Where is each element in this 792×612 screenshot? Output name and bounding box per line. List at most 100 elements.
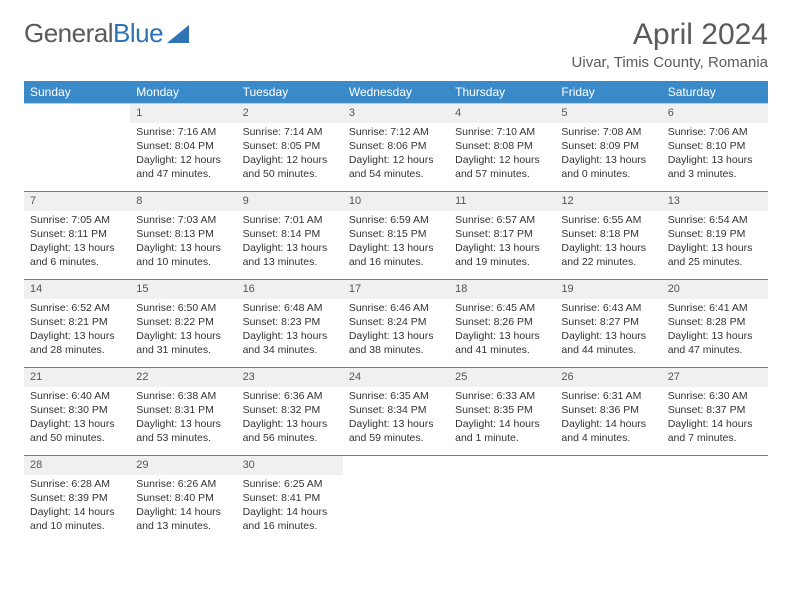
- daylight-text: Daylight: 14 hours and 10 minutes.: [30, 505, 124, 533]
- sunrise-text: Sunrise: 6:26 AM: [136, 477, 230, 491]
- day-content: Sunrise: 6:36 AMSunset: 8:32 PMDaylight:…: [237, 387, 343, 450]
- calendar-cell: 15Sunrise: 6:50 AMSunset: 8:22 PMDayligh…: [130, 279, 236, 367]
- calendar-row: 1Sunrise: 7:16 AMSunset: 8:04 PMDaylight…: [24, 103, 768, 191]
- day-number: 24: [343, 367, 449, 387]
- calendar-cell: 21Sunrise: 6:40 AMSunset: 8:30 PMDayligh…: [24, 367, 130, 455]
- day-number: 2: [237, 103, 343, 123]
- calendar-cell: 1Sunrise: 7:16 AMSunset: 8:04 PMDaylight…: [130, 103, 236, 191]
- header: GeneralBlue April 2024 Uivar, Timis Coun…: [24, 18, 768, 71]
- calendar-cell: [662, 455, 768, 543]
- daylight-text: Daylight: 14 hours and 13 minutes.: [136, 505, 230, 533]
- sunset-text: Sunset: 8:18 PM: [561, 227, 655, 241]
- calendar-cell: 13Sunrise: 6:54 AMSunset: 8:19 PMDayligh…: [662, 191, 768, 279]
- calendar-cell: 2Sunrise: 7:14 AMSunset: 8:05 PMDaylight…: [237, 103, 343, 191]
- day-number: 26: [555, 367, 661, 387]
- day-number: 30: [237, 455, 343, 475]
- day-number: 4: [449, 103, 555, 123]
- calendar-cell: 11Sunrise: 6:57 AMSunset: 8:17 PMDayligh…: [449, 191, 555, 279]
- sunrise-text: Sunrise: 6:54 AM: [668, 213, 762, 227]
- day-number: 1: [130, 103, 236, 123]
- logo-text-blue: Blue: [113, 18, 163, 49]
- sunrise-text: Sunrise: 6:52 AM: [30, 301, 124, 315]
- calendar-cell: [24, 103, 130, 191]
- sunset-text: Sunset: 8:36 PM: [561, 403, 655, 417]
- sunrise-text: Sunrise: 6:59 AM: [349, 213, 443, 227]
- calendar-cell: 17Sunrise: 6:46 AMSunset: 8:24 PMDayligh…: [343, 279, 449, 367]
- calendar-cell: 7Sunrise: 7:05 AMSunset: 8:11 PMDaylight…: [24, 191, 130, 279]
- daylight-text: Daylight: 13 hours and 19 minutes.: [455, 241, 549, 269]
- sunset-text: Sunset: 8:27 PM: [561, 315, 655, 329]
- sunrise-text: Sunrise: 6:25 AM: [243, 477, 337, 491]
- calendar-cell: 30Sunrise: 6:25 AMSunset: 8:41 PMDayligh…: [237, 455, 343, 543]
- day-number: 16: [237, 279, 343, 299]
- daylight-text: Daylight: 13 hours and 50 minutes.: [30, 417, 124, 445]
- sunrise-text: Sunrise: 7:01 AM: [243, 213, 337, 227]
- daylight-text: Daylight: 13 hours and 10 minutes.: [136, 241, 230, 269]
- sunset-text: Sunset: 8:09 PM: [561, 139, 655, 153]
- day-number: 29: [130, 455, 236, 475]
- calendar-cell: 28Sunrise: 6:28 AMSunset: 8:39 PMDayligh…: [24, 455, 130, 543]
- month-title: April 2024: [572, 18, 768, 52]
- day-content: Sunrise: 6:52 AMSunset: 8:21 PMDaylight:…: [24, 299, 130, 362]
- sunset-text: Sunset: 8:10 PM: [668, 139, 762, 153]
- sunset-text: Sunset: 8:22 PM: [136, 315, 230, 329]
- day-content: Sunrise: 6:33 AMSunset: 8:35 PMDaylight:…: [449, 387, 555, 450]
- daylight-text: Daylight: 12 hours and 47 minutes.: [136, 153, 230, 181]
- day-content: Sunrise: 6:59 AMSunset: 8:15 PMDaylight:…: [343, 211, 449, 274]
- daylight-text: Daylight: 13 hours and 41 minutes.: [455, 329, 549, 357]
- day-number: 19: [555, 279, 661, 299]
- day-number: 15: [130, 279, 236, 299]
- day-content: Sunrise: 6:26 AMSunset: 8:40 PMDaylight:…: [130, 475, 236, 538]
- daylight-text: Daylight: 13 hours and 16 minutes.: [349, 241, 443, 269]
- calendar-cell: [343, 455, 449, 543]
- sunset-text: Sunset: 8:13 PM: [136, 227, 230, 241]
- daylight-text: Daylight: 12 hours and 50 minutes.: [243, 153, 337, 181]
- daylight-text: Daylight: 13 hours and 25 minutes.: [668, 241, 762, 269]
- sunset-text: Sunset: 8:14 PM: [243, 227, 337, 241]
- day-number: [555, 455, 661, 475]
- day-number: 6: [662, 103, 768, 123]
- day-number: [449, 455, 555, 475]
- daylight-text: Daylight: 12 hours and 57 minutes.: [455, 153, 549, 181]
- day-content: Sunrise: 7:16 AMSunset: 8:04 PMDaylight:…: [130, 123, 236, 186]
- logo-text-general: General: [24, 18, 113, 49]
- day-header: Wednesday: [343, 81, 449, 103]
- sunset-text: Sunset: 8:06 PM: [349, 139, 443, 153]
- sunrise-text: Sunrise: 7:12 AM: [349, 125, 443, 139]
- sunset-text: Sunset: 8:28 PM: [668, 315, 762, 329]
- day-number: 28: [24, 455, 130, 475]
- sunrise-text: Sunrise: 7:10 AM: [455, 125, 549, 139]
- calendar-cell: 8Sunrise: 7:03 AMSunset: 8:13 PMDaylight…: [130, 191, 236, 279]
- calendar-cell: 24Sunrise: 6:35 AMSunset: 8:34 PMDayligh…: [343, 367, 449, 455]
- daylight-text: Daylight: 13 hours and 28 minutes.: [30, 329, 124, 357]
- logo: GeneralBlue: [24, 18, 189, 49]
- day-number: 25: [449, 367, 555, 387]
- sunrise-text: Sunrise: 6:48 AM: [243, 301, 337, 315]
- sunset-text: Sunset: 8:17 PM: [455, 227, 549, 241]
- daylight-text: Daylight: 13 hours and 0 minutes.: [561, 153, 655, 181]
- sunset-text: Sunset: 8:08 PM: [455, 139, 549, 153]
- calendar-cell: 3Sunrise: 7:12 AMSunset: 8:06 PMDaylight…: [343, 103, 449, 191]
- day-number: 8: [130, 191, 236, 211]
- day-number: 17: [343, 279, 449, 299]
- daylight-text: Daylight: 13 hours and 31 minutes.: [136, 329, 230, 357]
- calendar-cell: 26Sunrise: 6:31 AMSunset: 8:36 PMDayligh…: [555, 367, 661, 455]
- day-content: Sunrise: 6:57 AMSunset: 8:17 PMDaylight:…: [449, 211, 555, 274]
- day-content: Sunrise: 6:35 AMSunset: 8:34 PMDaylight:…: [343, 387, 449, 450]
- logo-triangle-icon: [167, 25, 189, 43]
- day-content: Sunrise: 7:08 AMSunset: 8:09 PMDaylight:…: [555, 123, 661, 186]
- day-header: Saturday: [662, 81, 768, 103]
- day-number: 12: [555, 191, 661, 211]
- sunrise-text: Sunrise: 6:36 AM: [243, 389, 337, 403]
- sunrise-text: Sunrise: 6:31 AM: [561, 389, 655, 403]
- day-header: Monday: [130, 81, 236, 103]
- day-number: [662, 455, 768, 475]
- daylight-text: Daylight: 13 hours and 34 minutes.: [243, 329, 337, 357]
- sunset-text: Sunset: 8:26 PM: [455, 315, 549, 329]
- location: Uivar, Timis County, Romania: [572, 54, 768, 71]
- day-number: 23: [237, 367, 343, 387]
- sunrise-text: Sunrise: 6:40 AM: [30, 389, 124, 403]
- day-number: [24, 103, 130, 123]
- day-header: Friday: [555, 81, 661, 103]
- day-number: [343, 455, 449, 475]
